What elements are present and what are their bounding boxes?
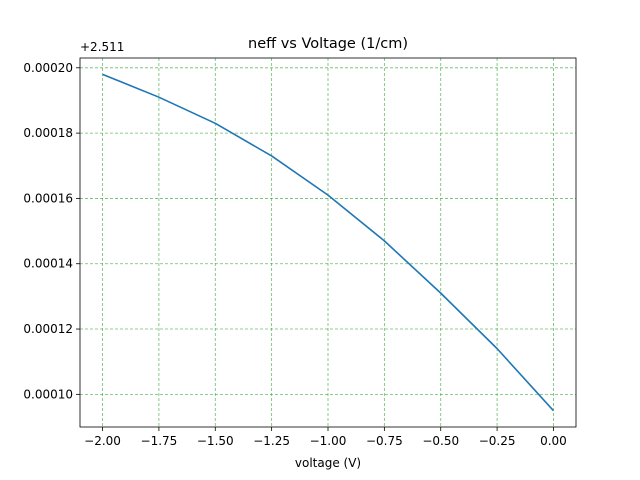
x-tick-label: −1.75: [141, 434, 178, 448]
x-tick-label: −2.00: [84, 434, 121, 448]
y-tick-label: 0.00012: [23, 322, 73, 336]
chart-title: neff vs Voltage (1/cm): [248, 36, 408, 52]
x-tick-label: 0.00: [540, 434, 567, 448]
y-tick-label: 0.00018: [23, 126, 73, 140]
x-tick-label: −1.25: [253, 434, 290, 448]
x-axis-label: voltage (V): [295, 456, 361, 470]
x-axis-ticks: −2.00 −1.75 −1.50 −1.25 −1.00 −0.75 −0.50 −0.25…: [84, 427, 567, 448]
series-layer: [102, 73, 555, 412]
x-tick-label: −0.25: [479, 434, 516, 448]
x-tick-label: −0.75: [366, 434, 403, 448]
series-line: [102, 73, 555, 412]
y-tick-label: 0.00010: [23, 387, 73, 401]
x-tick-label: −1.50: [197, 434, 234, 448]
y-axis-offset-label: +2.511: [80, 40, 124, 54]
y-tick-label: 0.00016: [23, 191, 73, 205]
y-tick-label: 0.00020: [23, 61, 73, 75]
y-axis-ticks: 0.00010 0.00012 0.00014 0.00016 0.00018 0.000…: [23, 61, 80, 401]
grid: [80, 58, 576, 427]
y-tick-label: 0.00014: [23, 257, 73, 271]
x-tick-label: −1.00: [310, 434, 347, 448]
x-tick-label: −0.50: [422, 434, 459, 448]
